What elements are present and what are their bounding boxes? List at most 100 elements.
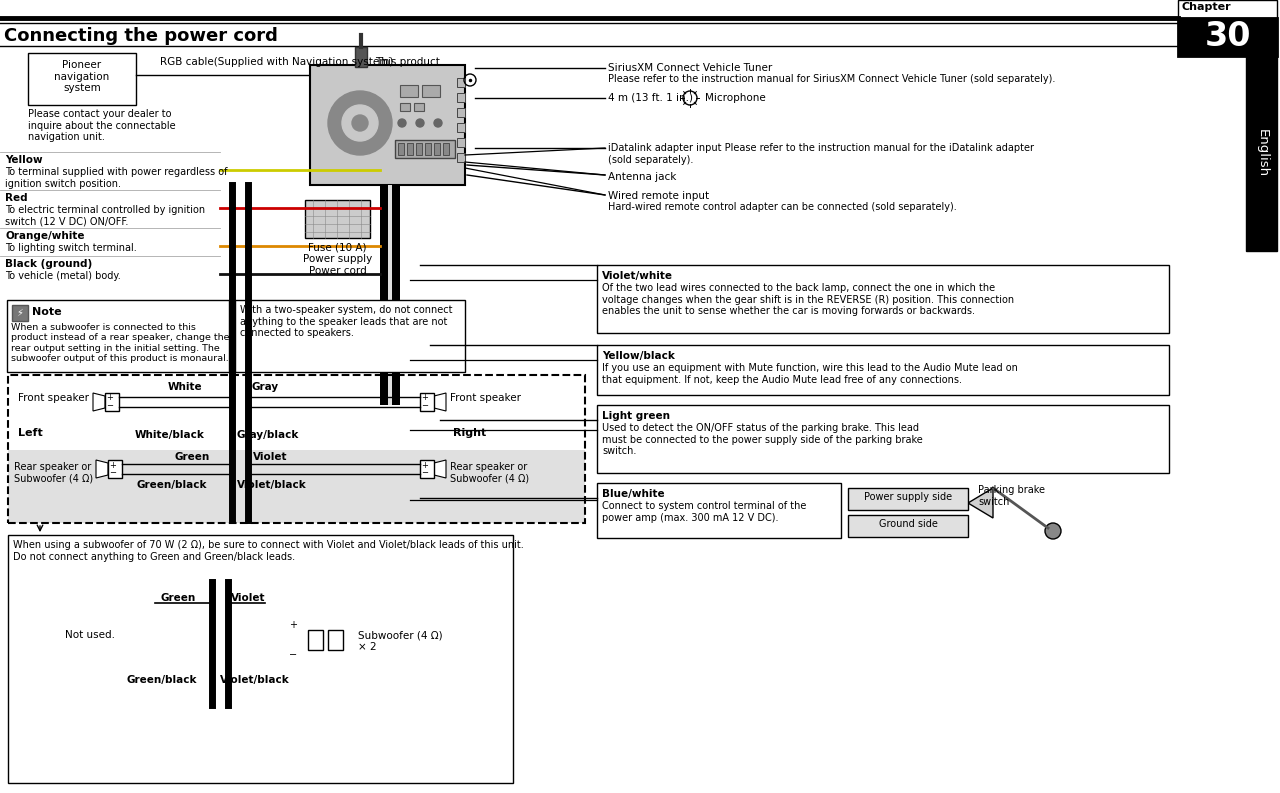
- Text: Pioneer
navigation
system: Pioneer navigation system: [54, 60, 110, 94]
- Text: Note: Note: [32, 307, 61, 317]
- Text: Orange/white: Orange/white: [5, 231, 84, 241]
- Polygon shape: [298, 630, 308, 650]
- Bar: [434, 143, 440, 155]
- Bar: [849, 488, 968, 510]
- Text: To terminal supplied with power regardless of
ignition switch position.: To terminal supplied with power regardle…: [5, 167, 228, 189]
- Text: English: English: [1256, 129, 1268, 177]
- Bar: [596, 265, 1169, 333]
- Polygon shape: [434, 460, 445, 478]
- Text: Antenna jack: Antenna jack: [608, 172, 676, 182]
- Text: Please contact your dealer to
inquire about the connectable
navigation unit.: Please contact your dealer to inquire ab…: [28, 109, 175, 142]
- Bar: [425, 143, 431, 155]
- Bar: [596, 405, 1169, 473]
- Text: Power cord: Power cord: [308, 266, 366, 276]
- Text: Hard-wired remote control adapter can be connected (sold separately).: Hard-wired remote control adapter can be…: [608, 202, 956, 212]
- Bar: [305, 200, 370, 238]
- Text: Fuse (10 A): Fuse (10 A): [308, 242, 367, 252]
- Text: To vehicle (metal) body.: To vehicle (metal) body.: [5, 271, 120, 281]
- Bar: [443, 143, 449, 155]
- Text: Subwoofer (4 Ω)
× 2: Subwoofer (4 Ω) × 2: [358, 630, 443, 652]
- Text: Red: Red: [5, 193, 28, 203]
- Text: To electric terminal controlled by ignition
switch (12 V DC) ON/OFF.: To electric terminal controlled by ignit…: [5, 205, 205, 227]
- Text: Connect to system control terminal of the
power amp (max. 300 mA 12 V DC).: Connect to system control terminal of th…: [602, 501, 806, 523]
- Text: Light green: Light green: [602, 411, 669, 421]
- Text: Power supply: Power supply: [303, 254, 372, 264]
- Text: Violet: Violet: [252, 452, 287, 462]
- Text: Left: Left: [18, 428, 42, 438]
- Text: Violet/black: Violet/black: [220, 675, 289, 685]
- Text: +: +: [289, 620, 297, 630]
- Text: Yellow: Yellow: [5, 155, 42, 165]
- Text: Chapter: Chapter: [1181, 2, 1230, 12]
- Text: Please refer to the instruction manual for SiriusXM Connect Vehicle Tuner (sold : Please refer to the instruction manual f…: [608, 74, 1056, 84]
- Polygon shape: [96, 460, 108, 478]
- Polygon shape: [93, 393, 105, 411]
- Polygon shape: [343, 630, 353, 650]
- Text: 30: 30: [1204, 20, 1252, 53]
- Bar: [398, 143, 404, 155]
- Bar: [8, 535, 513, 783]
- Text: −: −: [289, 650, 297, 660]
- Bar: [422, 85, 440, 97]
- Text: −: −: [110, 469, 116, 477]
- Text: Violet: Violet: [230, 593, 265, 603]
- Bar: [457, 123, 465, 132]
- Text: Front speaker: Front speaker: [18, 393, 90, 403]
- Bar: [6, 300, 229, 372]
- Text: Yellow/black: Yellow/black: [602, 351, 675, 361]
- Bar: [596, 345, 1169, 395]
- Text: White: White: [168, 382, 202, 392]
- Bar: [8, 450, 585, 523]
- Text: +: +: [106, 393, 114, 403]
- Text: RGB cable(Supplied with Navigation system): RGB cable(Supplied with Navigation syste…: [160, 57, 393, 67]
- Text: Violet/black: Violet/black: [237, 480, 307, 490]
- Text: With a two-speaker system, do not connect
anything to the speaker leads that are: With a two-speaker system, do not connec…: [241, 305, 453, 338]
- Text: Green/black: Green/black: [127, 675, 197, 685]
- Bar: [457, 108, 465, 117]
- Bar: [388, 185, 392, 405]
- Bar: [413, 103, 424, 111]
- Text: −: −: [421, 469, 429, 477]
- Text: (sold separately).: (sold separately).: [608, 155, 694, 165]
- Bar: [8, 582, 513, 778]
- Text: When a subwoofer is connected to this
product instead of a rear speaker, change : When a subwoofer is connected to this pr…: [12, 323, 229, 363]
- Bar: [12, 305, 28, 321]
- Text: To lighting switch terminal.: To lighting switch terminal.: [5, 243, 137, 253]
- Text: Green: Green: [160, 593, 196, 603]
- Bar: [407, 143, 413, 155]
- Bar: [849, 515, 968, 537]
- Text: Rear speaker or
Subwoofer (4 Ω): Rear speaker or Subwoofer (4 Ω): [14, 462, 93, 484]
- Text: Parking brake
switch: Parking brake switch: [978, 485, 1044, 507]
- Circle shape: [1044, 523, 1061, 539]
- Bar: [108, 460, 122, 478]
- Bar: [1245, 56, 1277, 251]
- Text: White/black: White/black: [136, 430, 205, 440]
- Text: −: −: [421, 401, 429, 411]
- Bar: [380, 185, 399, 405]
- Text: Wired remote input: Wired remote input: [608, 191, 709, 201]
- Bar: [105, 393, 119, 411]
- Bar: [8, 375, 585, 523]
- Text: If you use an equipment with Mute function, wire this lead to the Audio Mute lea: If you use an equipment with Mute functi…: [602, 363, 1018, 385]
- Bar: [396, 140, 454, 158]
- Text: iDatalink adapter input Please refer to the instruction manual for the iDatalink: iDatalink adapter input Please refer to …: [608, 143, 1034, 153]
- Text: Rear speaker or
Subwoofer (4 Ω): Rear speaker or Subwoofer (4 Ω): [451, 462, 529, 484]
- Text: −: −: [106, 401, 114, 411]
- Bar: [420, 393, 434, 411]
- Text: Gray/black: Gray/black: [237, 430, 300, 440]
- Bar: [399, 85, 419, 97]
- Text: Microphone: Microphone: [705, 93, 765, 103]
- Text: ⚡: ⚡: [17, 308, 23, 318]
- Bar: [596, 483, 841, 538]
- Text: Used to detect the ON/OFF status of the parking brake. This lead
must be connect: Used to detect the ON/OFF status of the …: [602, 423, 923, 456]
- Circle shape: [434, 119, 442, 127]
- Circle shape: [398, 119, 406, 127]
- Text: Violet/white: Violet/white: [602, 271, 673, 281]
- Polygon shape: [968, 488, 993, 518]
- Text: Green/black: Green/black: [137, 480, 207, 490]
- Text: Right: Right: [453, 428, 486, 438]
- Text: +: +: [110, 461, 116, 469]
- Bar: [308, 630, 323, 650]
- Text: Green: Green: [174, 452, 210, 462]
- Polygon shape: [434, 393, 445, 411]
